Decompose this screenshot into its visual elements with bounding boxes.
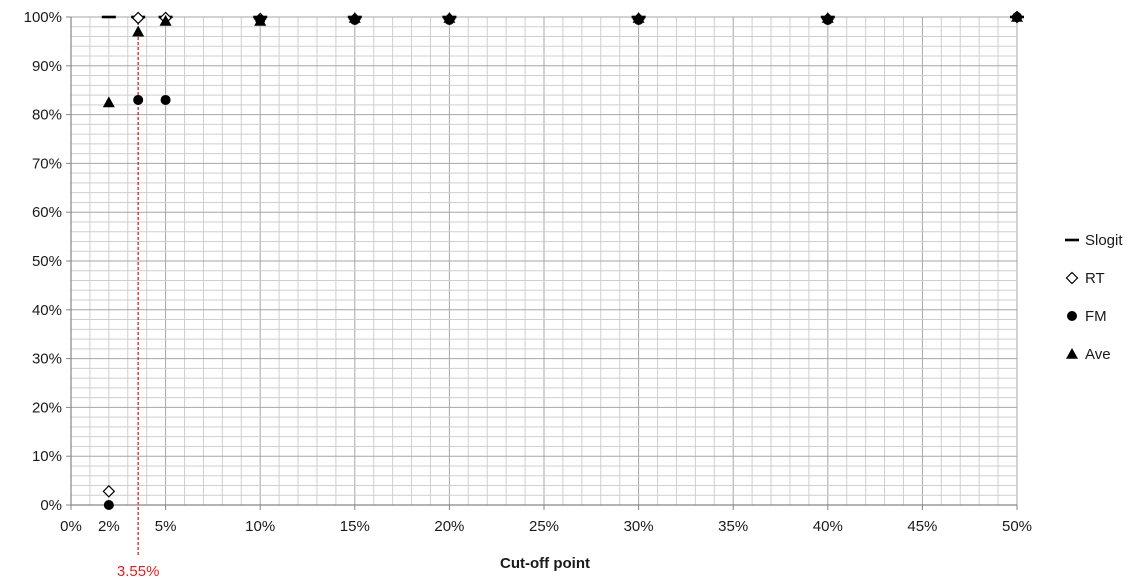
y-tick-label: 90% [32, 58, 62, 75]
y-tick-label: 80% [32, 107, 62, 124]
axes: 0% 2% 5% 10% 15% 20% 25% 30% 35% 40% 45% 50% 0% 10% 20… [24, 9, 1032, 572]
y-tick-label: 10% [32, 448, 62, 465]
y-tick-label: 20% [32, 399, 62, 416]
ave-point [132, 25, 145, 37]
rt-point [102, 484, 116, 498]
y-tick-label: 30% [32, 351, 62, 368]
fm-point [133, 94, 144, 105]
x-tick-label: 45% [907, 518, 937, 535]
x-axis-title: Cut-off point [500, 555, 590, 572]
ave-point [443, 11, 456, 23]
series-ave [102, 11, 1023, 108]
gridlines [70, 16, 1018, 506]
y-tick-label: 100% [24, 9, 62, 26]
reference-line-group: 3.55% [117, 17, 160, 580]
ave-point [348, 11, 361, 23]
legend-marker-rt [1065, 271, 1079, 285]
y-tick-label: 50% [32, 253, 62, 270]
x-tick-label: 2% [98, 518, 120, 535]
x-tick-label: 30% [624, 518, 654, 535]
fm-point [160, 94, 171, 105]
x-tick-label: 40% [813, 518, 843, 535]
fm-point [103, 500, 114, 510]
legend: Slogit RT FM Ave [1065, 232, 1123, 363]
data-marks [101, 10, 1024, 510]
y-tick-label: 60% [32, 204, 62, 221]
legend-label-fm: FM [1085, 308, 1107, 325]
x-tick-label: 15% [340, 518, 370, 535]
ave-point [254, 14, 267, 26]
x-tick-label: 5% [155, 518, 177, 535]
x-tick-label: 0% [60, 518, 82, 535]
ave-point [632, 11, 645, 23]
y-tick-label: 70% [32, 155, 62, 172]
legend-label-slogit: Slogit [1085, 232, 1123, 249]
legend-label-ave: Ave [1085, 346, 1111, 363]
ave-point [1011, 11, 1023, 22]
x-tick-label: 50% [1002, 518, 1032, 535]
y-tick-label: 40% [32, 302, 62, 319]
x-tick-label: 20% [434, 518, 464, 535]
x-tick-label: 25% [529, 518, 559, 535]
legend-marker-fm [1067, 311, 1077, 321]
legend-marker-ave [1066, 348, 1078, 359]
cutoff-reference-label: 3.55% [117, 563, 160, 580]
ave-point [102, 96, 115, 108]
y-tick-label: 0% [40, 497, 62, 514]
x-tick-label: 10% [245, 518, 275, 535]
ave-point [159, 14, 172, 26]
x-tick-label: 35% [718, 518, 748, 535]
legend-label-rt: RT [1085, 270, 1105, 287]
rt-point [131, 11, 145, 25]
ave-point [821, 11, 834, 23]
